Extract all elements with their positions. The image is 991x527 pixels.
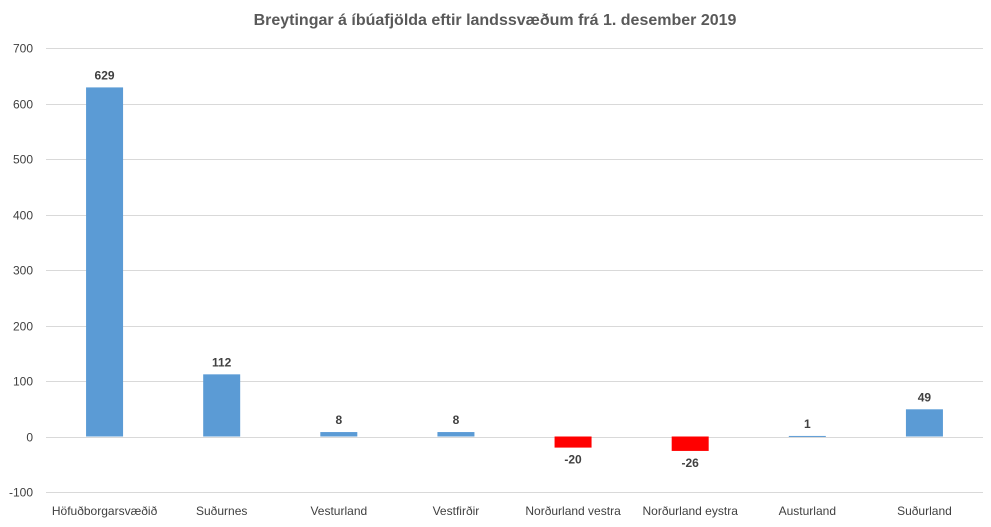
- bar: [320, 432, 358, 437]
- x-tick-label: Vestfirðir: [433, 504, 480, 518]
- y-tick-label: -100: [9, 486, 33, 500]
- y-tick-label: 300: [13, 264, 33, 278]
- data-label: 49: [918, 390, 932, 404]
- x-tick-label: Vesturland: [310, 504, 367, 518]
- bar: [203, 374, 241, 437]
- data-label: 1: [804, 417, 811, 431]
- y-tick-label: 700: [13, 42, 33, 56]
- data-label: 8: [453, 413, 460, 427]
- bar: [671, 436, 709, 451]
- data-label: -26: [682, 456, 700, 470]
- y-axis-ticks: -100 0 100 200 300 400 500 600 700: [9, 42, 33, 500]
- data-label: 629: [95, 68, 115, 82]
- data-label: 112: [212, 355, 232, 369]
- x-tick-label: Norðurland eystra: [642, 504, 738, 518]
- y-tick-label: 0: [26, 431, 33, 445]
- data-label: -20: [564, 453, 582, 467]
- bars: [86, 87, 943, 451]
- bar: [788, 435, 826, 437]
- bar: [86, 87, 124, 437]
- y-tick-label: 100: [13, 375, 33, 389]
- data-labels: 629 112 8 8 -20 -26 1 49: [95, 68, 932, 470]
- bar: [905, 409, 943, 437]
- gridlines: [46, 48, 983, 493]
- x-tick-label: Norðurland vestra: [525, 504, 621, 518]
- x-tick-label: Austurland: [779, 504, 836, 518]
- x-axis-ticks: Höfuðborgarsvæðið Suðurnes Vesturland Vestf…: [52, 504, 952, 518]
- x-tick-label: Höfuðborgarsvæðið: [52, 504, 158, 518]
- y-tick-label: 400: [13, 209, 33, 223]
- y-tick-label: 200: [13, 320, 33, 334]
- bar: [437, 432, 475, 437]
- x-tick-label: Suðurnes: [196, 504, 247, 518]
- chart-title: Breytingar á íbúafjölda eftir landssvæðu…: [254, 12, 737, 29]
- y-tick-label: 600: [13, 98, 33, 112]
- data-label: 8: [335, 413, 342, 427]
- y-tick-label: 500: [13, 153, 33, 167]
- x-tick-label: Suðurland: [897, 504, 952, 518]
- bar: [554, 436, 592, 448]
